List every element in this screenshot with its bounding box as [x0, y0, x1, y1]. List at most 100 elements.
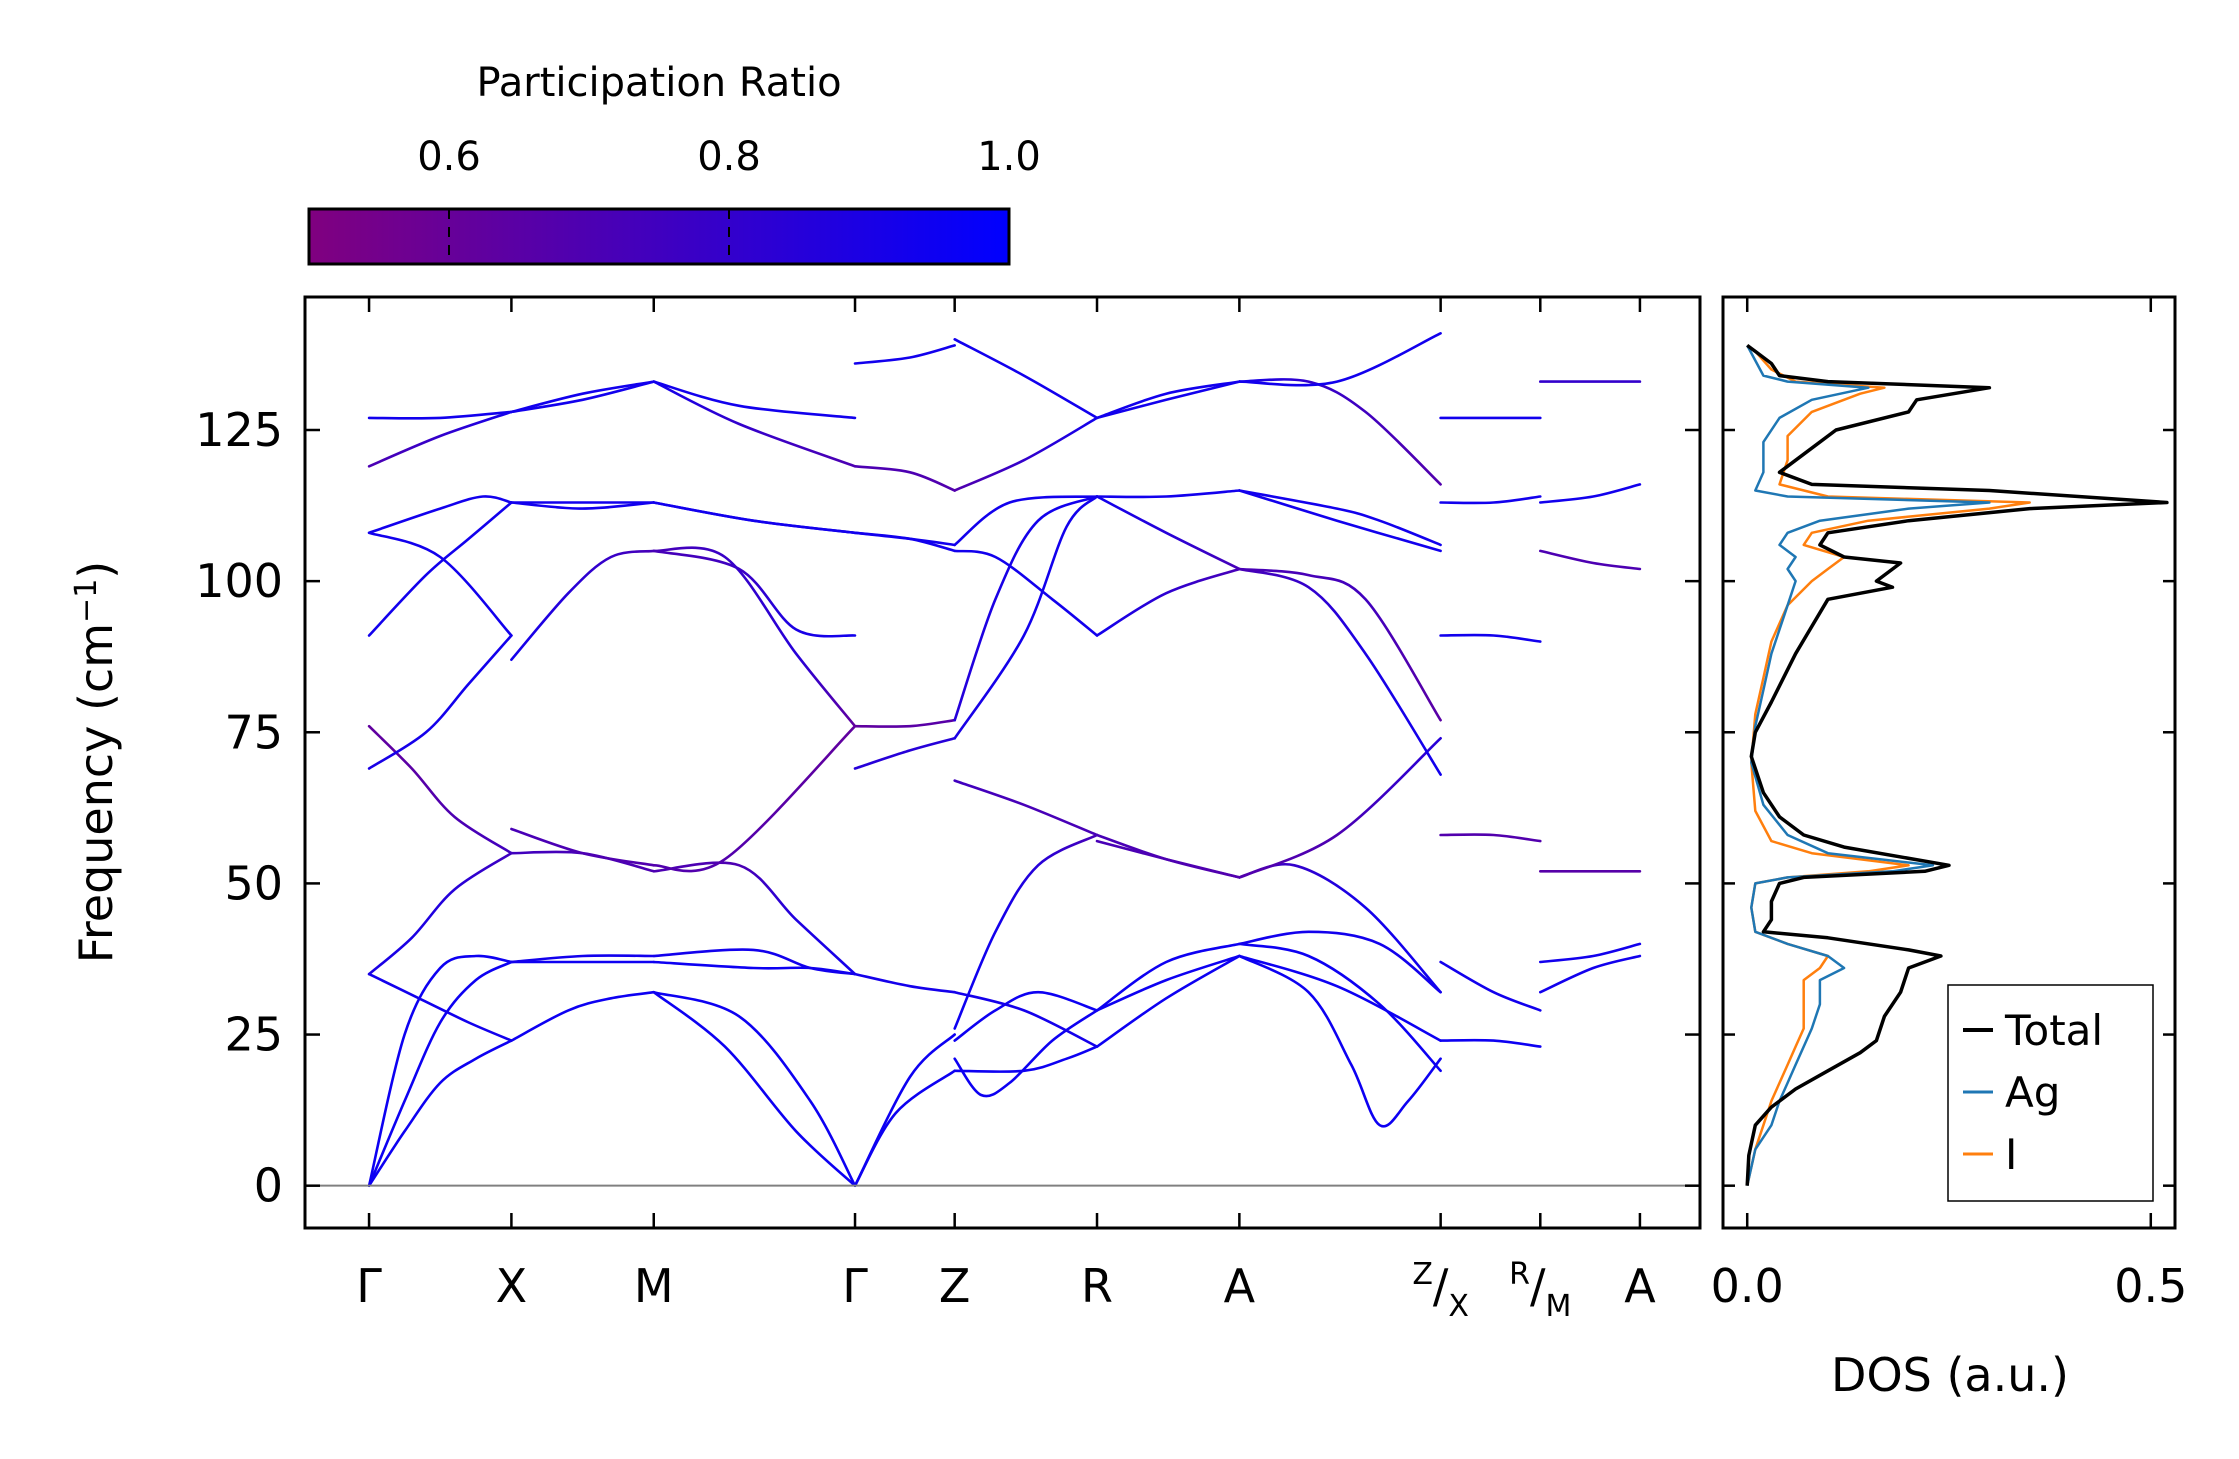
dos-x-tick-label: 0.5	[2114, 1259, 2187, 1313]
band-line	[953, 779, 1099, 837]
band-line	[1095, 954, 1241, 1048]
band-line	[652, 380, 857, 468]
band-line	[367, 634, 513, 770]
band-line	[853, 737, 956, 770]
band-line	[1539, 549, 1642, 571]
band-line	[953, 495, 1099, 722]
band-line	[1238, 489, 1442, 547]
band-line	[510, 380, 656, 414]
band-line	[1238, 332, 1442, 387]
band-line	[367, 851, 513, 976]
y-tick-label: 50	[224, 856, 283, 910]
band-line	[1095, 380, 1241, 420]
band-line	[953, 495, 1099, 740]
band-line	[510, 990, 656, 1042]
band-line	[652, 546, 857, 728]
band-line	[1238, 954, 1442, 1128]
band-line	[953, 990, 1099, 1048]
legend-label-i: I	[2005, 1130, 2017, 1179]
band-line	[1439, 495, 1542, 505]
x-tick-label: R	[1081, 1259, 1113, 1313]
x-tick-label: Z/X	[1412, 1257, 1469, 1324]
band-line	[367, 1039, 513, 1187]
band-line	[1238, 942, 1442, 1073]
band-line	[853, 465, 956, 492]
band-line	[953, 549, 1099, 637]
x-tick-label: A	[1624, 1259, 1656, 1313]
band-line	[367, 501, 513, 637]
band-line	[853, 1033, 956, 1187]
x-tick-label: A	[1224, 1259, 1256, 1313]
band-line	[367, 972, 513, 1042]
colorbar-tick-label: 0.8	[697, 134, 761, 180]
band-line	[652, 990, 857, 1187]
legend-label-total: Total	[2004, 1006, 2103, 1055]
band-line	[510, 549, 656, 661]
band-line	[1095, 489, 1241, 499]
band-line	[1238, 489, 1442, 553]
band-line	[367, 410, 513, 468]
band-line	[1539, 954, 1642, 994]
band-line	[1439, 960, 1542, 1012]
x-tick-label: M	[634, 1259, 674, 1313]
y-tick-label: 100	[195, 554, 283, 608]
band-line	[953, 416, 1099, 492]
dos-x-tick-label: 0.0	[1711, 1259, 1784, 1313]
band-line	[853, 344, 956, 365]
band-line	[853, 1069, 956, 1187]
band-line	[367, 960, 513, 1187]
x-tick-label: R/M	[1509, 1257, 1571, 1324]
ylabel-main: Frequency (cm	[69, 623, 123, 963]
colorbar-tick-label: 0.6	[417, 134, 481, 180]
band-line	[652, 990, 857, 1187]
band-line	[953, 338, 1099, 420]
y-tick-label: 25	[224, 1008, 283, 1062]
band-line	[1238, 567, 1442, 722]
band-line	[1095, 495, 1241, 571]
colorbar-title: Participation Ratio	[476, 60, 841, 106]
band-line	[1095, 380, 1241, 420]
band-line	[652, 861, 857, 976]
dos-line-total	[1745, 343, 2169, 1186]
band-y-axis-label: Frequency (cm−1)	[69, 561, 123, 964]
band-line	[510, 954, 656, 964]
band-line	[652, 960, 857, 976]
dos-axes-frame	[1721, 295, 2177, 1230]
band-line	[1095, 567, 1241, 637]
dos-line-ag	[1745, 344, 1991, 1186]
band-axes-frame	[303, 295, 1702, 1230]
band-line	[853, 531, 956, 553]
band-line	[367, 410, 513, 420]
band-line	[853, 972, 956, 994]
y-tick-label: 125	[195, 403, 283, 457]
band-line	[953, 495, 1099, 547]
ylabel-close: )	[69, 561, 123, 579]
band-line	[1238, 567, 1442, 776]
band-line	[1439, 633, 1542, 643]
band-line	[367, 531, 513, 637]
colorbar-ticks: 0.6 0.8 1.0	[417, 134, 1041, 264]
band-line	[853, 718, 956, 728]
colorbar-tick-label: 1.0	[977, 134, 1041, 180]
colorbar-gradient	[307, 207, 1011, 266]
band-line	[953, 990, 1099, 1042]
band-line	[652, 549, 857, 638]
band-line	[1095, 942, 1241, 1012]
band-line	[367, 954, 513, 1187]
band-line	[1439, 833, 1542, 843]
band-line	[652, 724, 857, 873]
band-line	[1238, 737, 1442, 879]
band-line	[367, 724, 513, 855]
x-tick-label: X	[496, 1259, 528, 1313]
legend-label-ag: Ag	[2005, 1068, 2060, 1117]
band-line	[1439, 1038, 1542, 1048]
band-line	[1238, 378, 1442, 486]
dos-panel: 0.0 0.5 DOS (a.u.) Total Ag I	[1711, 295, 2187, 1402]
dos-x-axis-label: DOS (a.u.)	[1831, 1348, 2069, 1402]
band-line	[652, 501, 857, 535]
band-line	[510, 380, 656, 414]
band-line	[1095, 954, 1241, 1012]
legend: Total Ag I	[1947, 984, 2154, 1202]
x-tick-label: Z	[939, 1259, 971, 1313]
